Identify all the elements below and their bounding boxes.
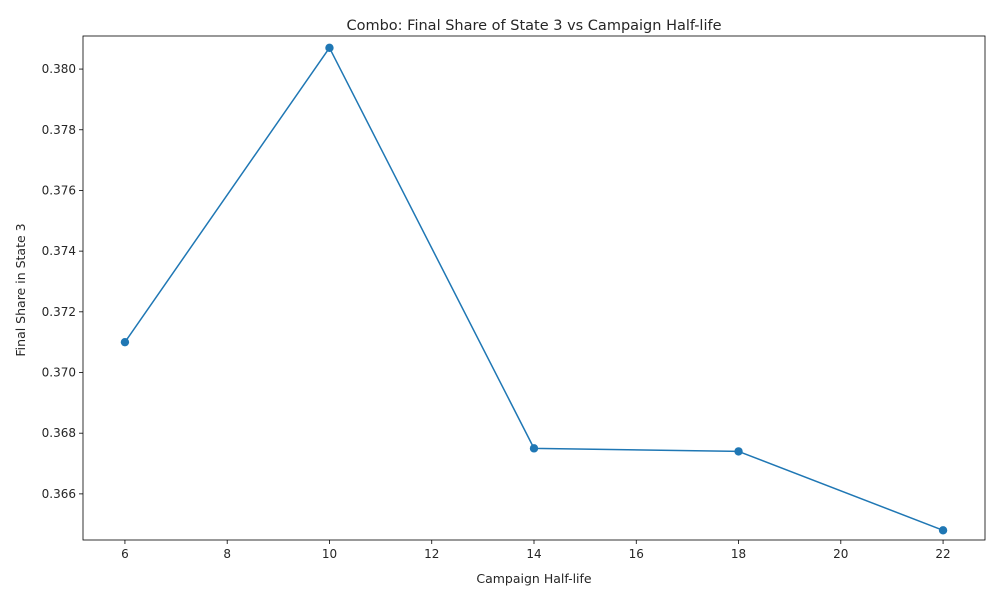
x-tick-label: 18: [731, 547, 746, 561]
x-tick-label: 6: [121, 547, 129, 561]
plot-frame: [82, 35, 986, 541]
y-tick-label: 0.378: [42, 123, 76, 137]
data-point: [938, 526, 948, 535]
y-tick-label: 0.376: [42, 183, 76, 197]
x-tick-label: 14: [526, 547, 541, 561]
y-tick-label: 0.372: [42, 305, 76, 319]
x-tick-label: 12: [424, 547, 439, 561]
plot-area: 6 8 10 12 14 16 18 20 22 0.366 0.368 0.370 0.372 0.37…: [42, 35, 986, 561]
y-tick-label: 0.380: [42, 62, 76, 76]
data-point: [529, 444, 539, 453]
data-point: [325, 43, 334, 53]
y-tick-label: 0.368: [42, 426, 76, 440]
y-tick-label: 0.374: [42, 244, 76, 258]
data-point: [734, 447, 743, 456]
x-tick-label: 8: [223, 547, 231, 561]
chart-title: Combo: Final Share of State 3 vs Campaig…: [346, 18, 721, 34]
x-tick-label: 22: [935, 547, 950, 561]
y-tick-label: 0.366: [42, 487, 76, 501]
y-tick-label: 0.370: [42, 366, 76, 380]
x-tick-label: 16: [629, 547, 644, 561]
y-axis-label: Final Share in State 3: [13, 223, 28, 356]
x-tick-label: 10: [322, 547, 337, 561]
x-tick-label: 20: [833, 547, 848, 561]
x-axis-label: Campaign Half-life: [476, 571, 592, 586]
data-point: [120, 337, 130, 347]
series-line: [124, 47, 944, 531]
